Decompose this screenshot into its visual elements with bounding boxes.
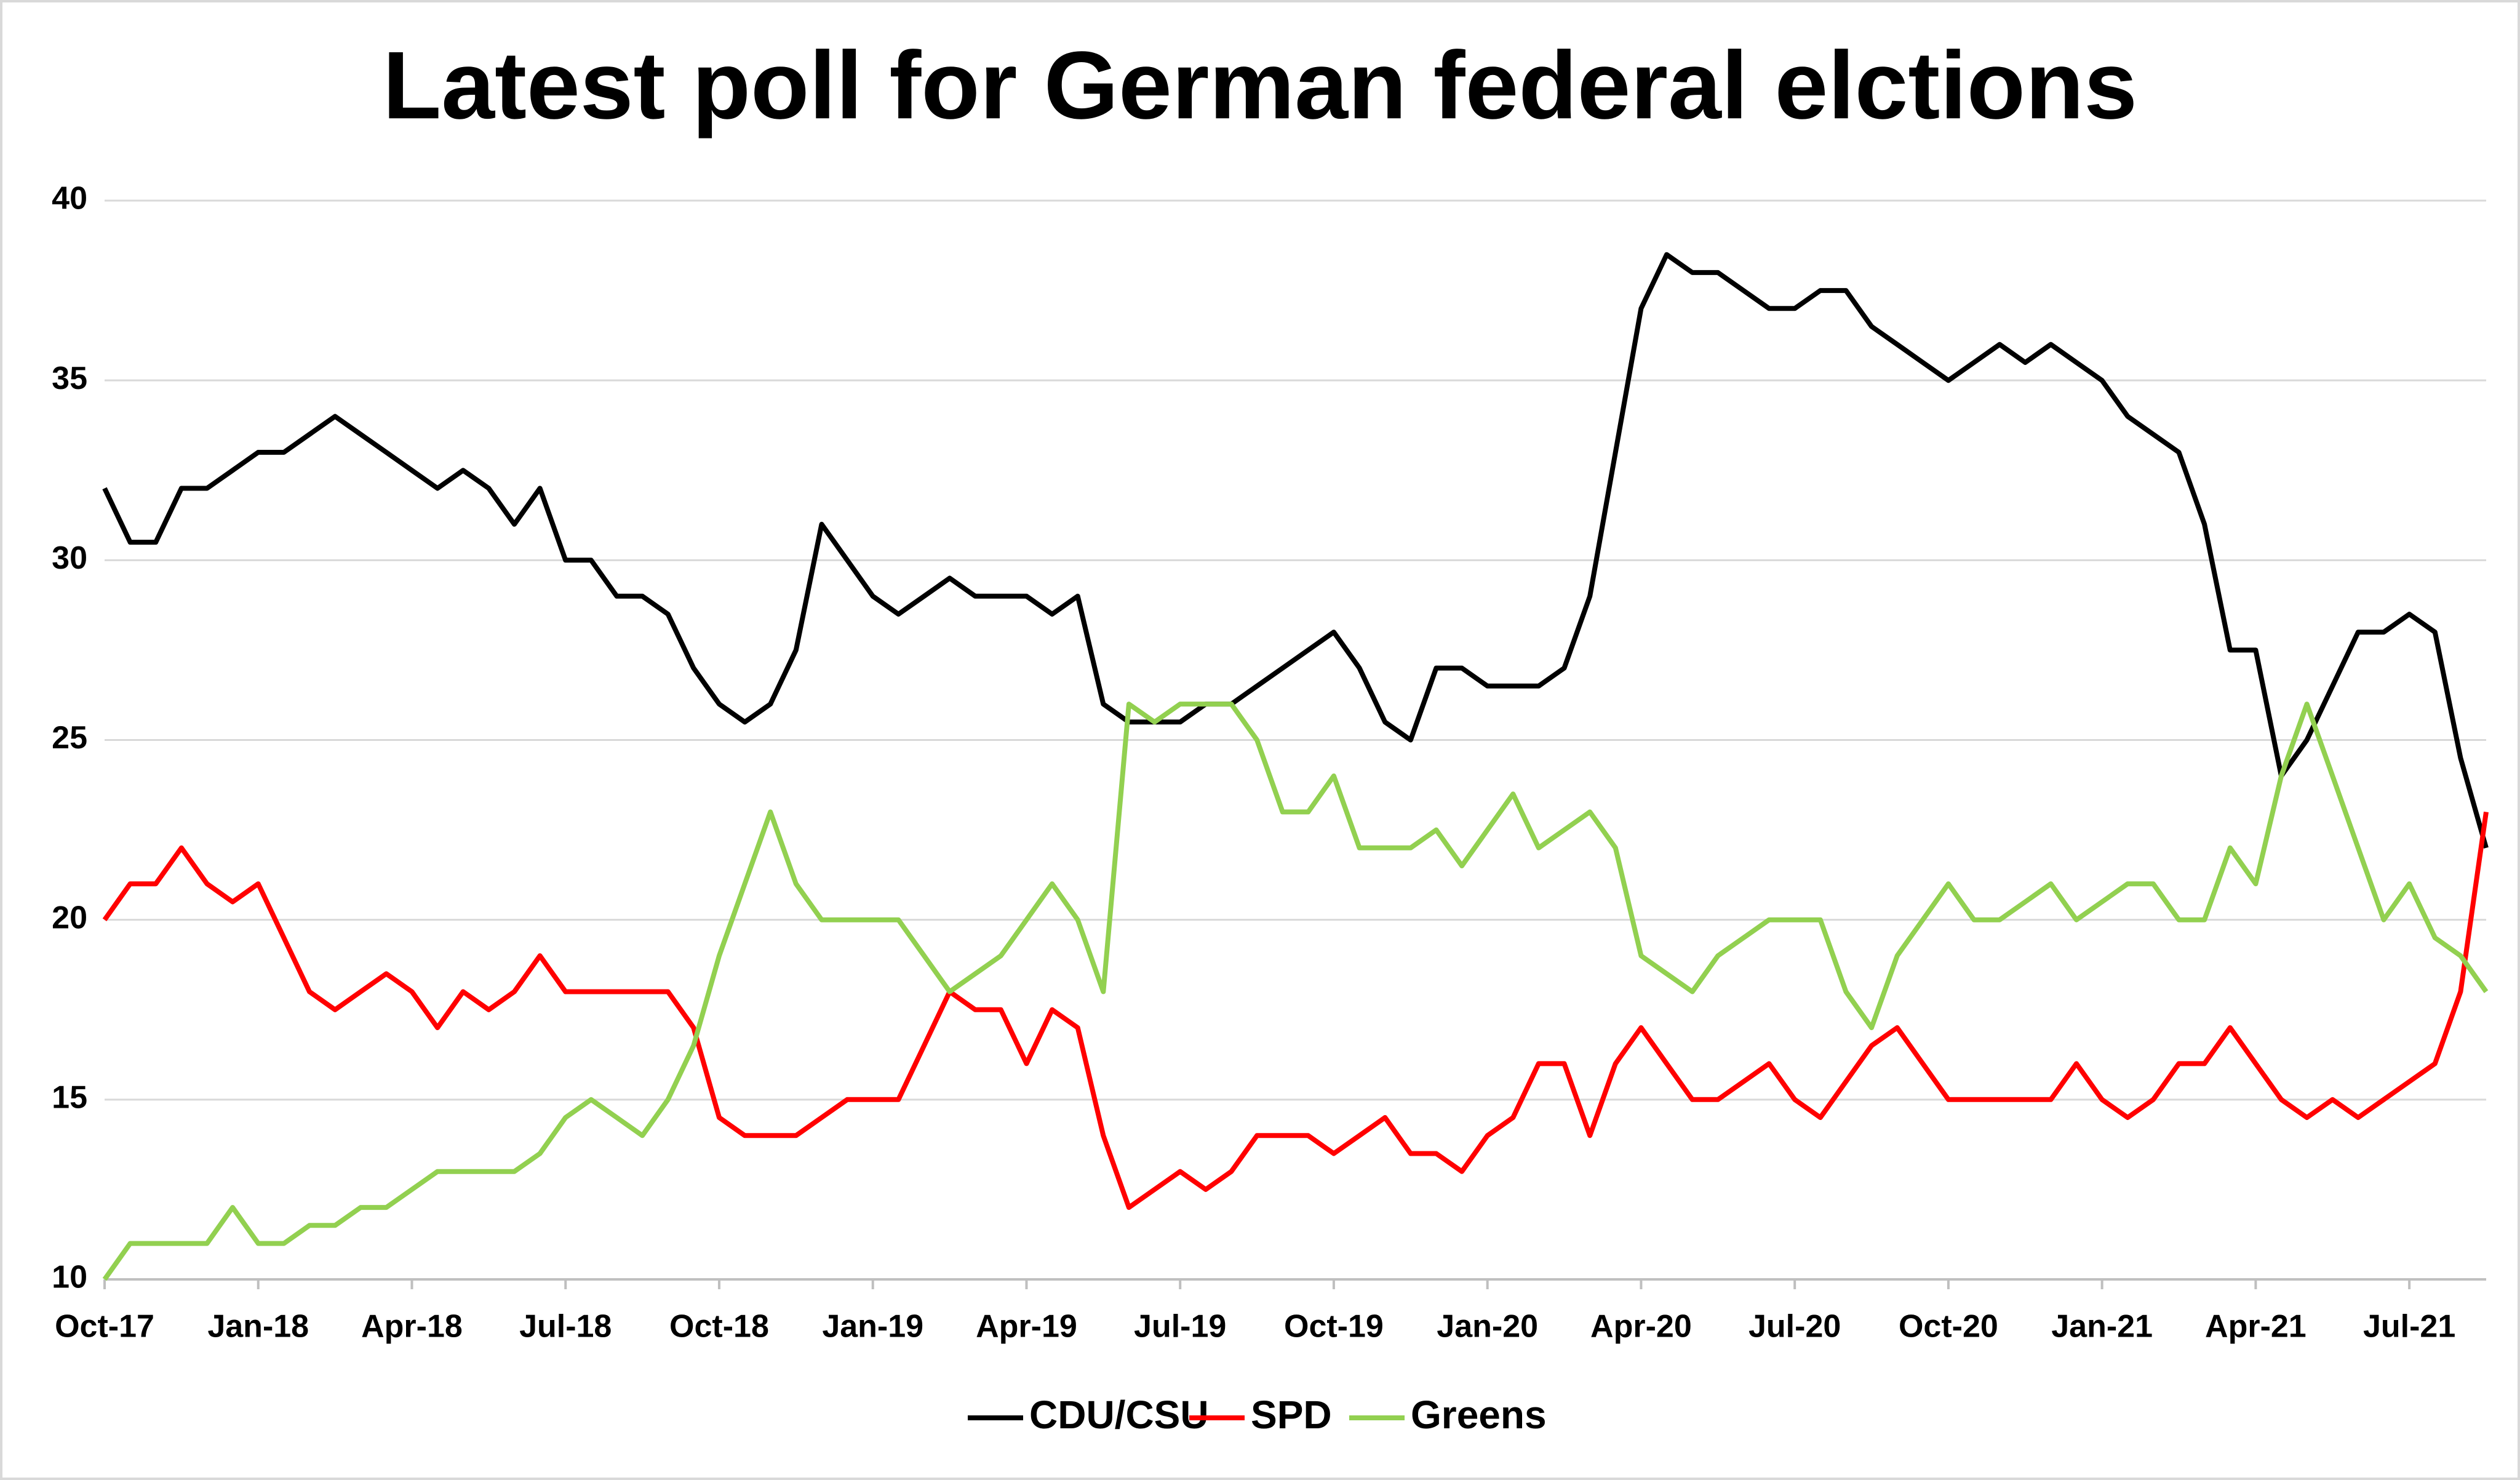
x-tick-label: Oct-20	[1899, 1309, 1998, 1345]
x-tick-label: Jan-21	[2051, 1309, 2153, 1345]
x-tick-label: Jan-18	[207, 1309, 309, 1345]
series-line	[102, 702, 2489, 1281]
x-tick-label: Apr-18	[361, 1309, 463, 1345]
x-tick-label: Apr-21	[2205, 1309, 2307, 1345]
legend-label: CDU/CSU	[1029, 1393, 1209, 1437]
y-tick-label: 25	[52, 720, 87, 756]
series-line	[102, 252, 2489, 849]
y-tick-label: 20	[52, 900, 87, 935]
x-tick-label: Oct-17	[55, 1309, 154, 1345]
series-line	[102, 811, 2489, 1210]
y-tick-label: 15	[52, 1080, 87, 1116]
y-tick-label: 35	[52, 361, 87, 396]
y-tick-label: 40	[52, 181, 87, 217]
legend-label: SPD	[1251, 1393, 1332, 1437]
chart-title: Latest poll for German federal elctions	[383, 32, 2137, 139]
x-tick-label: Jul-19	[1134, 1309, 1226, 1345]
x-tick-label: Oct-18	[669, 1309, 769, 1345]
x-tick-label: Apr-20	[1590, 1309, 1692, 1345]
x-tick-label: Jan-19	[822, 1309, 923, 1345]
x-tick-label: Jan-20	[1437, 1309, 1538, 1345]
y-tick-label: 10	[52, 1260, 87, 1295]
x-tick-label: Jul-21	[2363, 1309, 2455, 1345]
x-tick-label: Jul-18	[519, 1309, 612, 1345]
x-tick-label: Jul-20	[1748, 1309, 1841, 1345]
x-tick-label: Oct-19	[1284, 1309, 1384, 1345]
legend-label: Greens	[1411, 1393, 1547, 1437]
y-tick-label: 30	[52, 540, 87, 576]
x-tick-label: Apr-19	[976, 1309, 1077, 1345]
